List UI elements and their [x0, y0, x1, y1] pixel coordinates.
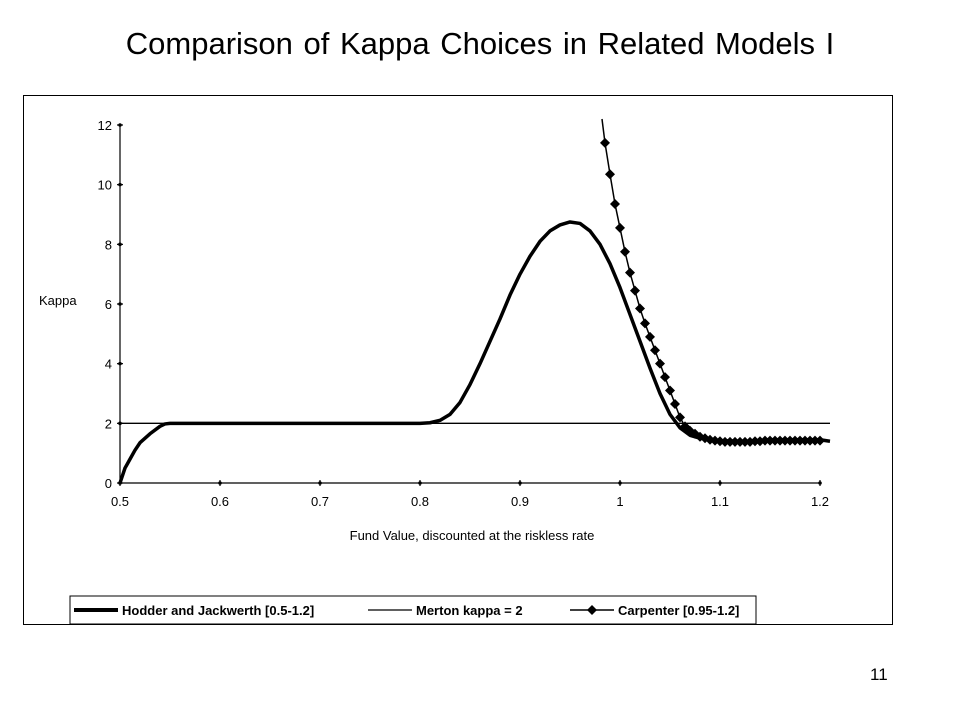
- y-tick-dot: [118, 182, 122, 187]
- carpenter-point: [635, 303, 645, 314]
- x-tick-label: 0.8: [411, 494, 429, 509]
- x-tick-dot: [618, 481, 622, 485]
- x-tick-dot: [418, 481, 422, 485]
- y-tick-label: 0: [105, 476, 112, 491]
- carpenter-point: [600, 137, 610, 148]
- y-tick-label: 10: [98, 178, 112, 193]
- x-tick-dot: [518, 481, 522, 485]
- y-tick-label: 6: [105, 297, 112, 312]
- carpenter-point: [610, 199, 620, 210]
- carpenter-point: [630, 285, 640, 296]
- x-tick-dot: [218, 481, 222, 485]
- carpenter-point: [675, 412, 685, 423]
- x-tick-label: 0.9: [511, 494, 529, 509]
- x-tick-label: 0.5: [111, 494, 129, 509]
- carpenter-point: [625, 267, 635, 278]
- y-tick-dot: [118, 242, 122, 247]
- legend-box: [69, 595, 757, 624]
- axes: 0 2 4 6 8 10 12 0.5 0.6 0.7 0.8 0.9 1 1.1 1.2: [98, 118, 830, 509]
- y-tick-dot: [118, 361, 122, 366]
- slide-title: Comparison of Kappa Choices in Related M…: [125, 26, 835, 61]
- x-tick-label: 0.6: [211, 494, 229, 509]
- carpenter-point: [620, 246, 630, 257]
- x-axis-label: Fund Value, discounted at the riskless r…: [350, 528, 595, 543]
- x-tick-label: 1: [616, 494, 623, 509]
- y-tick-dot: [118, 302, 122, 306]
- x-tick-label: 1.1: [711, 494, 729, 509]
- legend-label-hodder: Hodder and Jackwerth [0.5-1.2]: [122, 603, 314, 618]
- x-tick-label: 1.2: [811, 494, 829, 509]
- chart-frame: 0 2 4 6 8 10 12 0.5 0.6 0.7 0.8 0.9 1 1.1 1.2 Fund Val…: [23, 95, 893, 625]
- carpenter-point: [660, 372, 670, 383]
- y-tick-label: 12: [98, 118, 112, 133]
- y-tick-dot: [118, 123, 122, 127]
- y-tick-label: 8: [105, 237, 112, 252]
- carpenter-point: [655, 358, 665, 369]
- carpenter-point: [815, 435, 825, 446]
- x-tick-dot: [818, 481, 822, 485]
- legend-label-carpenter: Carpenter [0.95-1.2]: [618, 603, 739, 618]
- legend: Hodder and Jackwerth [0.5-1.2] Merton ka…: [69, 595, 757, 624]
- carpenter-point: [640, 318, 650, 329]
- carpenter-point: [665, 385, 675, 396]
- kappa-chart: 0 2 4 6 8 10 12 0.5 0.6 0.7 0.8 0.9 1 1.1 1.2 Fund Val…: [39, 118, 831, 624]
- page-number: 11: [870, 665, 888, 684]
- carpenter-point: [650, 345, 660, 356]
- x-tick-dot: [318, 481, 322, 485]
- y-axis-label: Kappa: [39, 293, 77, 308]
- carpenter-point: [645, 331, 655, 342]
- x-tick-label: 0.7: [311, 494, 329, 509]
- x-tick-dot: [718, 481, 722, 485]
- y-tick-label: 2: [105, 416, 112, 431]
- carpenter-point: [615, 222, 625, 233]
- legend-marker-carpenter: [587, 605, 597, 615]
- legend-label-merton: Merton kappa = 2: [416, 603, 523, 618]
- series-group: [118, 118, 831, 484]
- series-carpenter-line: [601, 118, 820, 443]
- carpenter-point: [605, 169, 615, 180]
- carpenter-point: [670, 398, 680, 409]
- y-tick-label: 4: [105, 357, 112, 372]
